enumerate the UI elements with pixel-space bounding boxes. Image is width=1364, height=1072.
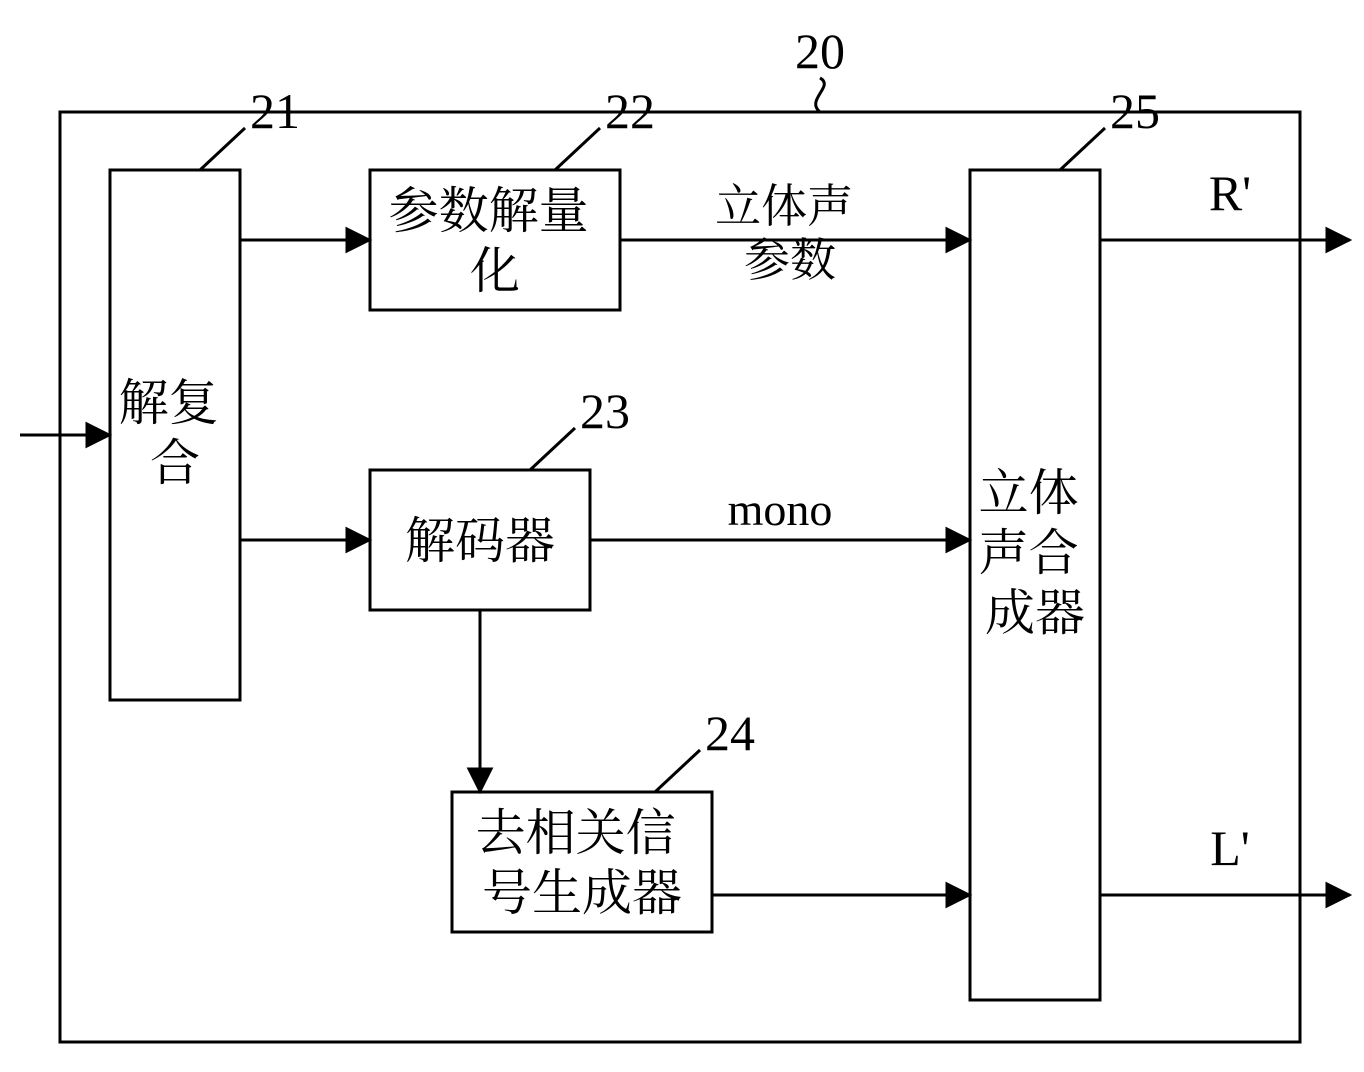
decoder-leader: [530, 428, 575, 470]
block-diagram: 20 21 解复 合 22 参数解量 化 23 解码器 24 去相关信 号生成器…: [0, 0, 1364, 1072]
output-r-label: R': [1209, 165, 1251, 221]
dequant-label: 参数解量 化: [389, 171, 602, 303]
demux-label: 解复 合: [119, 363, 232, 495]
demux-number: 21: [250, 83, 300, 139]
system-leader: [816, 78, 825, 112]
mono-label: mono: [728, 484, 833, 535]
output-l-label: L': [1210, 820, 1250, 876]
synth-number: 25: [1110, 83, 1160, 139]
system-number: 20: [795, 23, 845, 79]
stereo-params-label: 立体声 参数: [715, 170, 865, 290]
demux-leader: [200, 128, 245, 170]
decor-leader: [655, 750, 700, 792]
dequant-number: 22: [605, 83, 655, 139]
synth-leader: [1060, 128, 1105, 170]
dequant-leader: [555, 128, 600, 170]
decoder-number: 23: [580, 383, 630, 439]
decor-number: 24: [705, 705, 755, 761]
decoder-label: 解码器: [405, 501, 555, 573]
synth-label: 立体 声合 成器: [979, 453, 1092, 645]
decor-label: 去相关信 号生成器: [476, 793, 689, 925]
